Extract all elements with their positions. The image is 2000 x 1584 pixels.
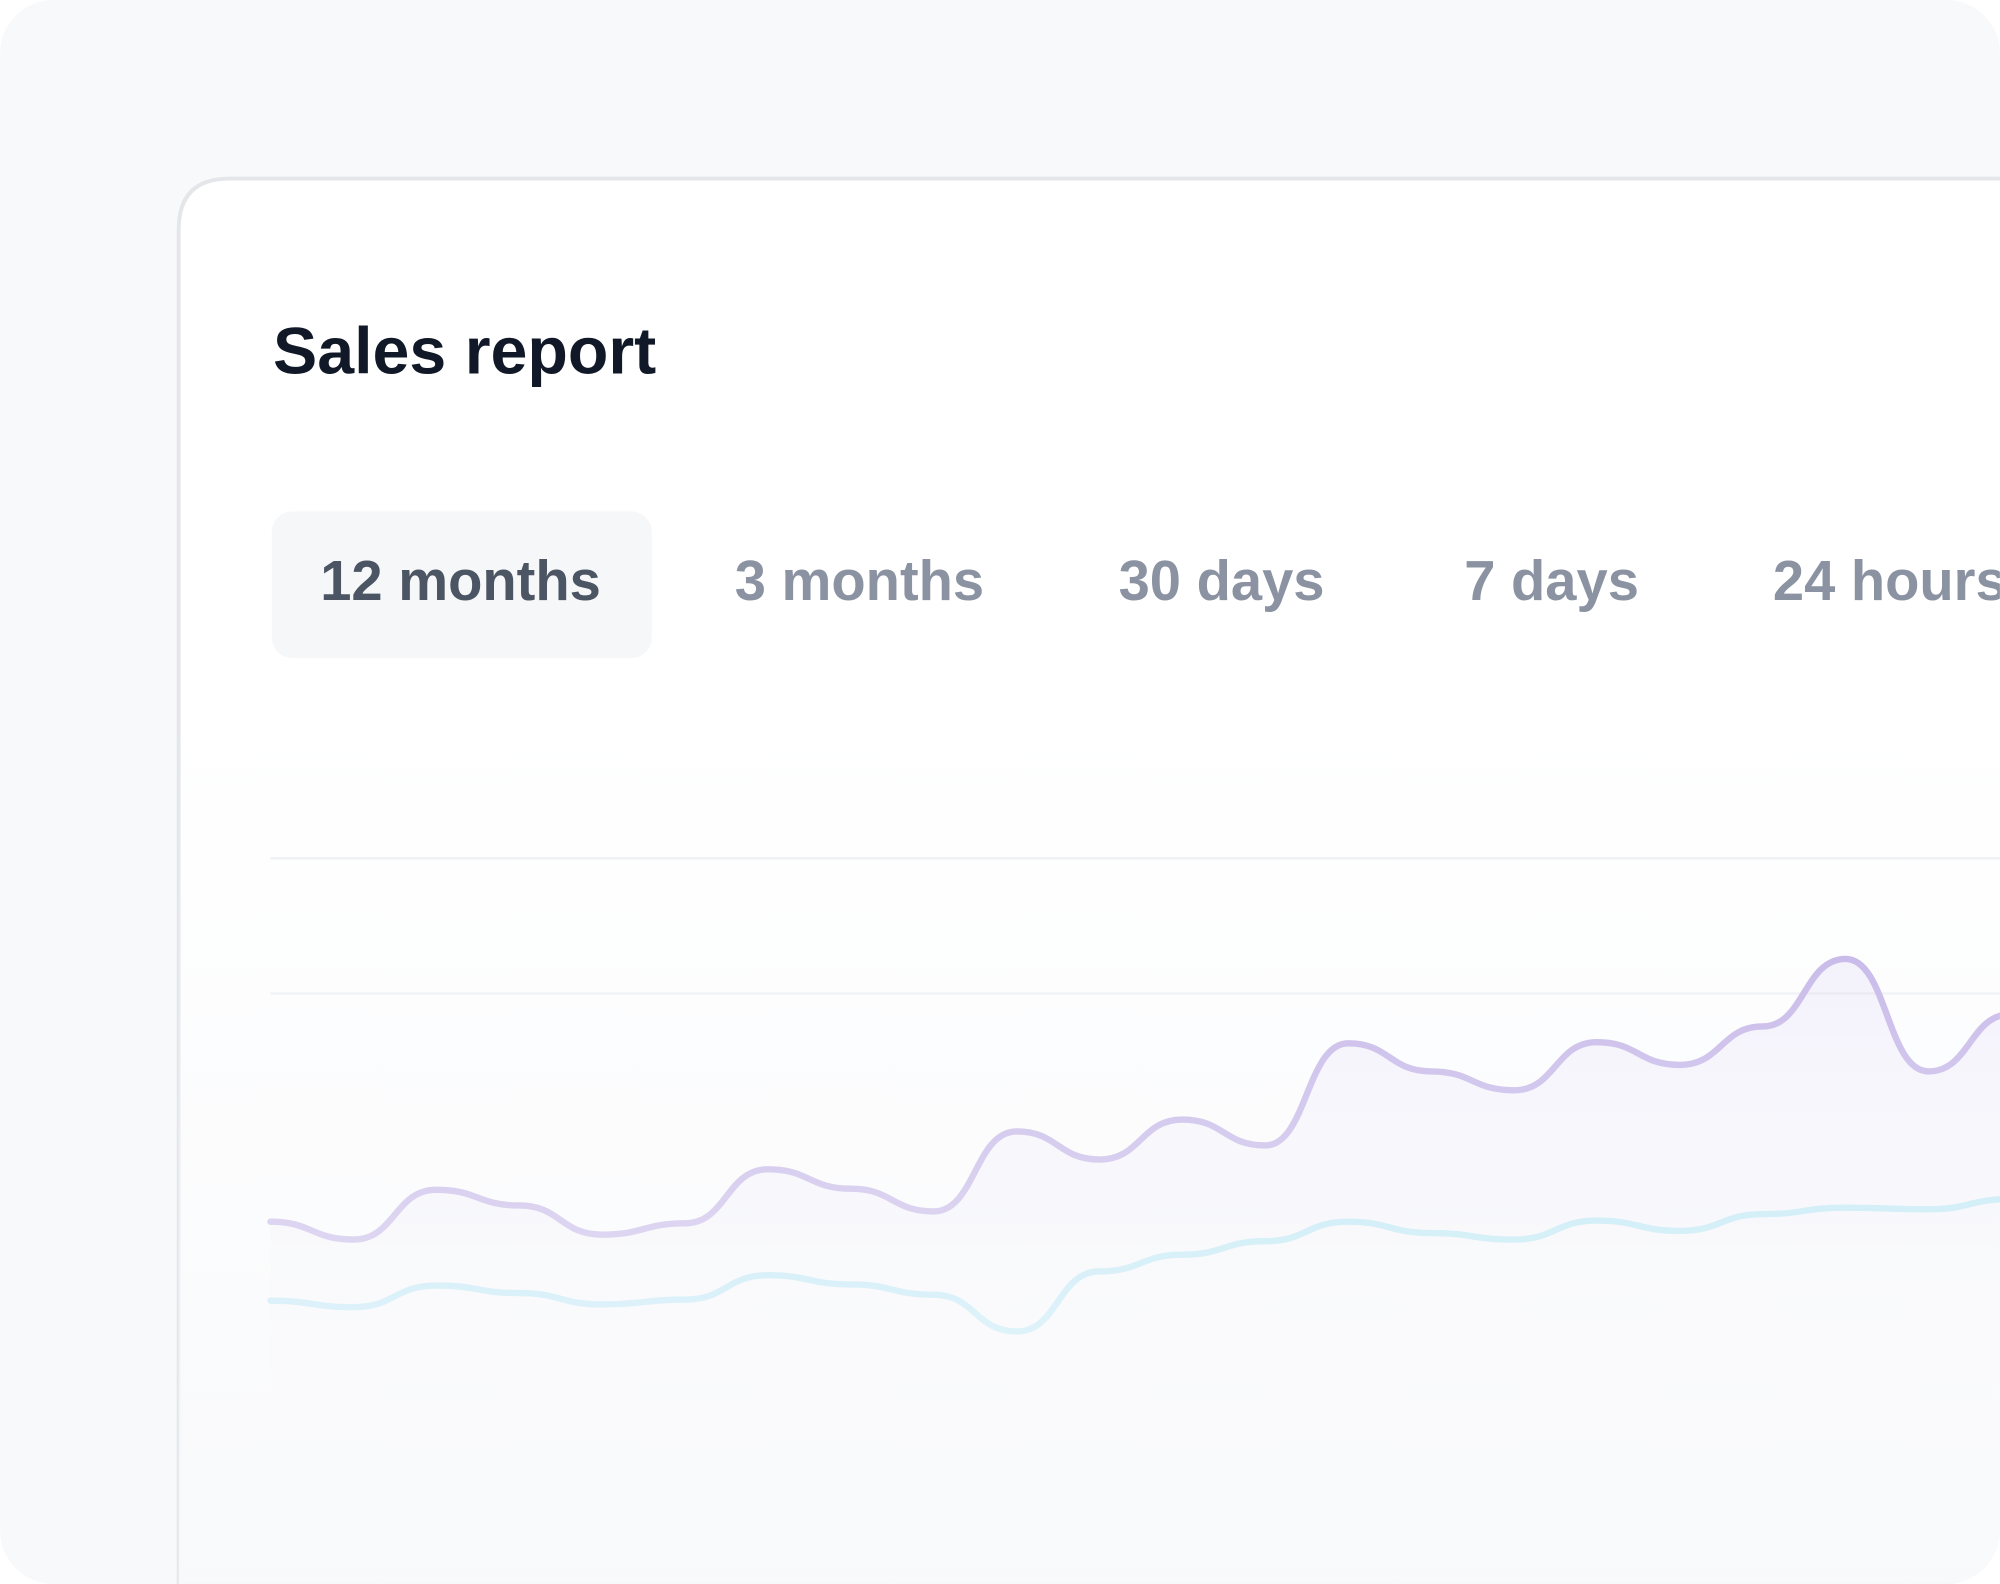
fade-overlay: [178, 714, 2000, 1584]
card-title: Sales report: [273, 314, 656, 388]
tab-label[interactable]: 3 months: [735, 549, 984, 612]
tab-label[interactable]: 24 hours: [1773, 549, 2000, 612]
tab-bar: 12 months 3 months 30 days 7 days 24 hours: [271, 511, 2000, 659]
tab[interactable]: 30 days: [1119, 549, 1325, 612]
tab[interactable]: 7 days: [1464, 549, 1639, 612]
tab-label[interactable]: 12 months: [320, 549, 601, 612]
tab-label[interactable]: 7 days: [1464, 549, 1639, 612]
tab-label[interactable]: 30 days: [1119, 549, 1325, 612]
tab[interactable]: 12 months: [271, 511, 652, 659]
tab[interactable]: 3 months: [735, 549, 984, 612]
tab[interactable]: 24 hours: [1773, 549, 2000, 612]
tab-selected-bg: [271, 511, 652, 659]
